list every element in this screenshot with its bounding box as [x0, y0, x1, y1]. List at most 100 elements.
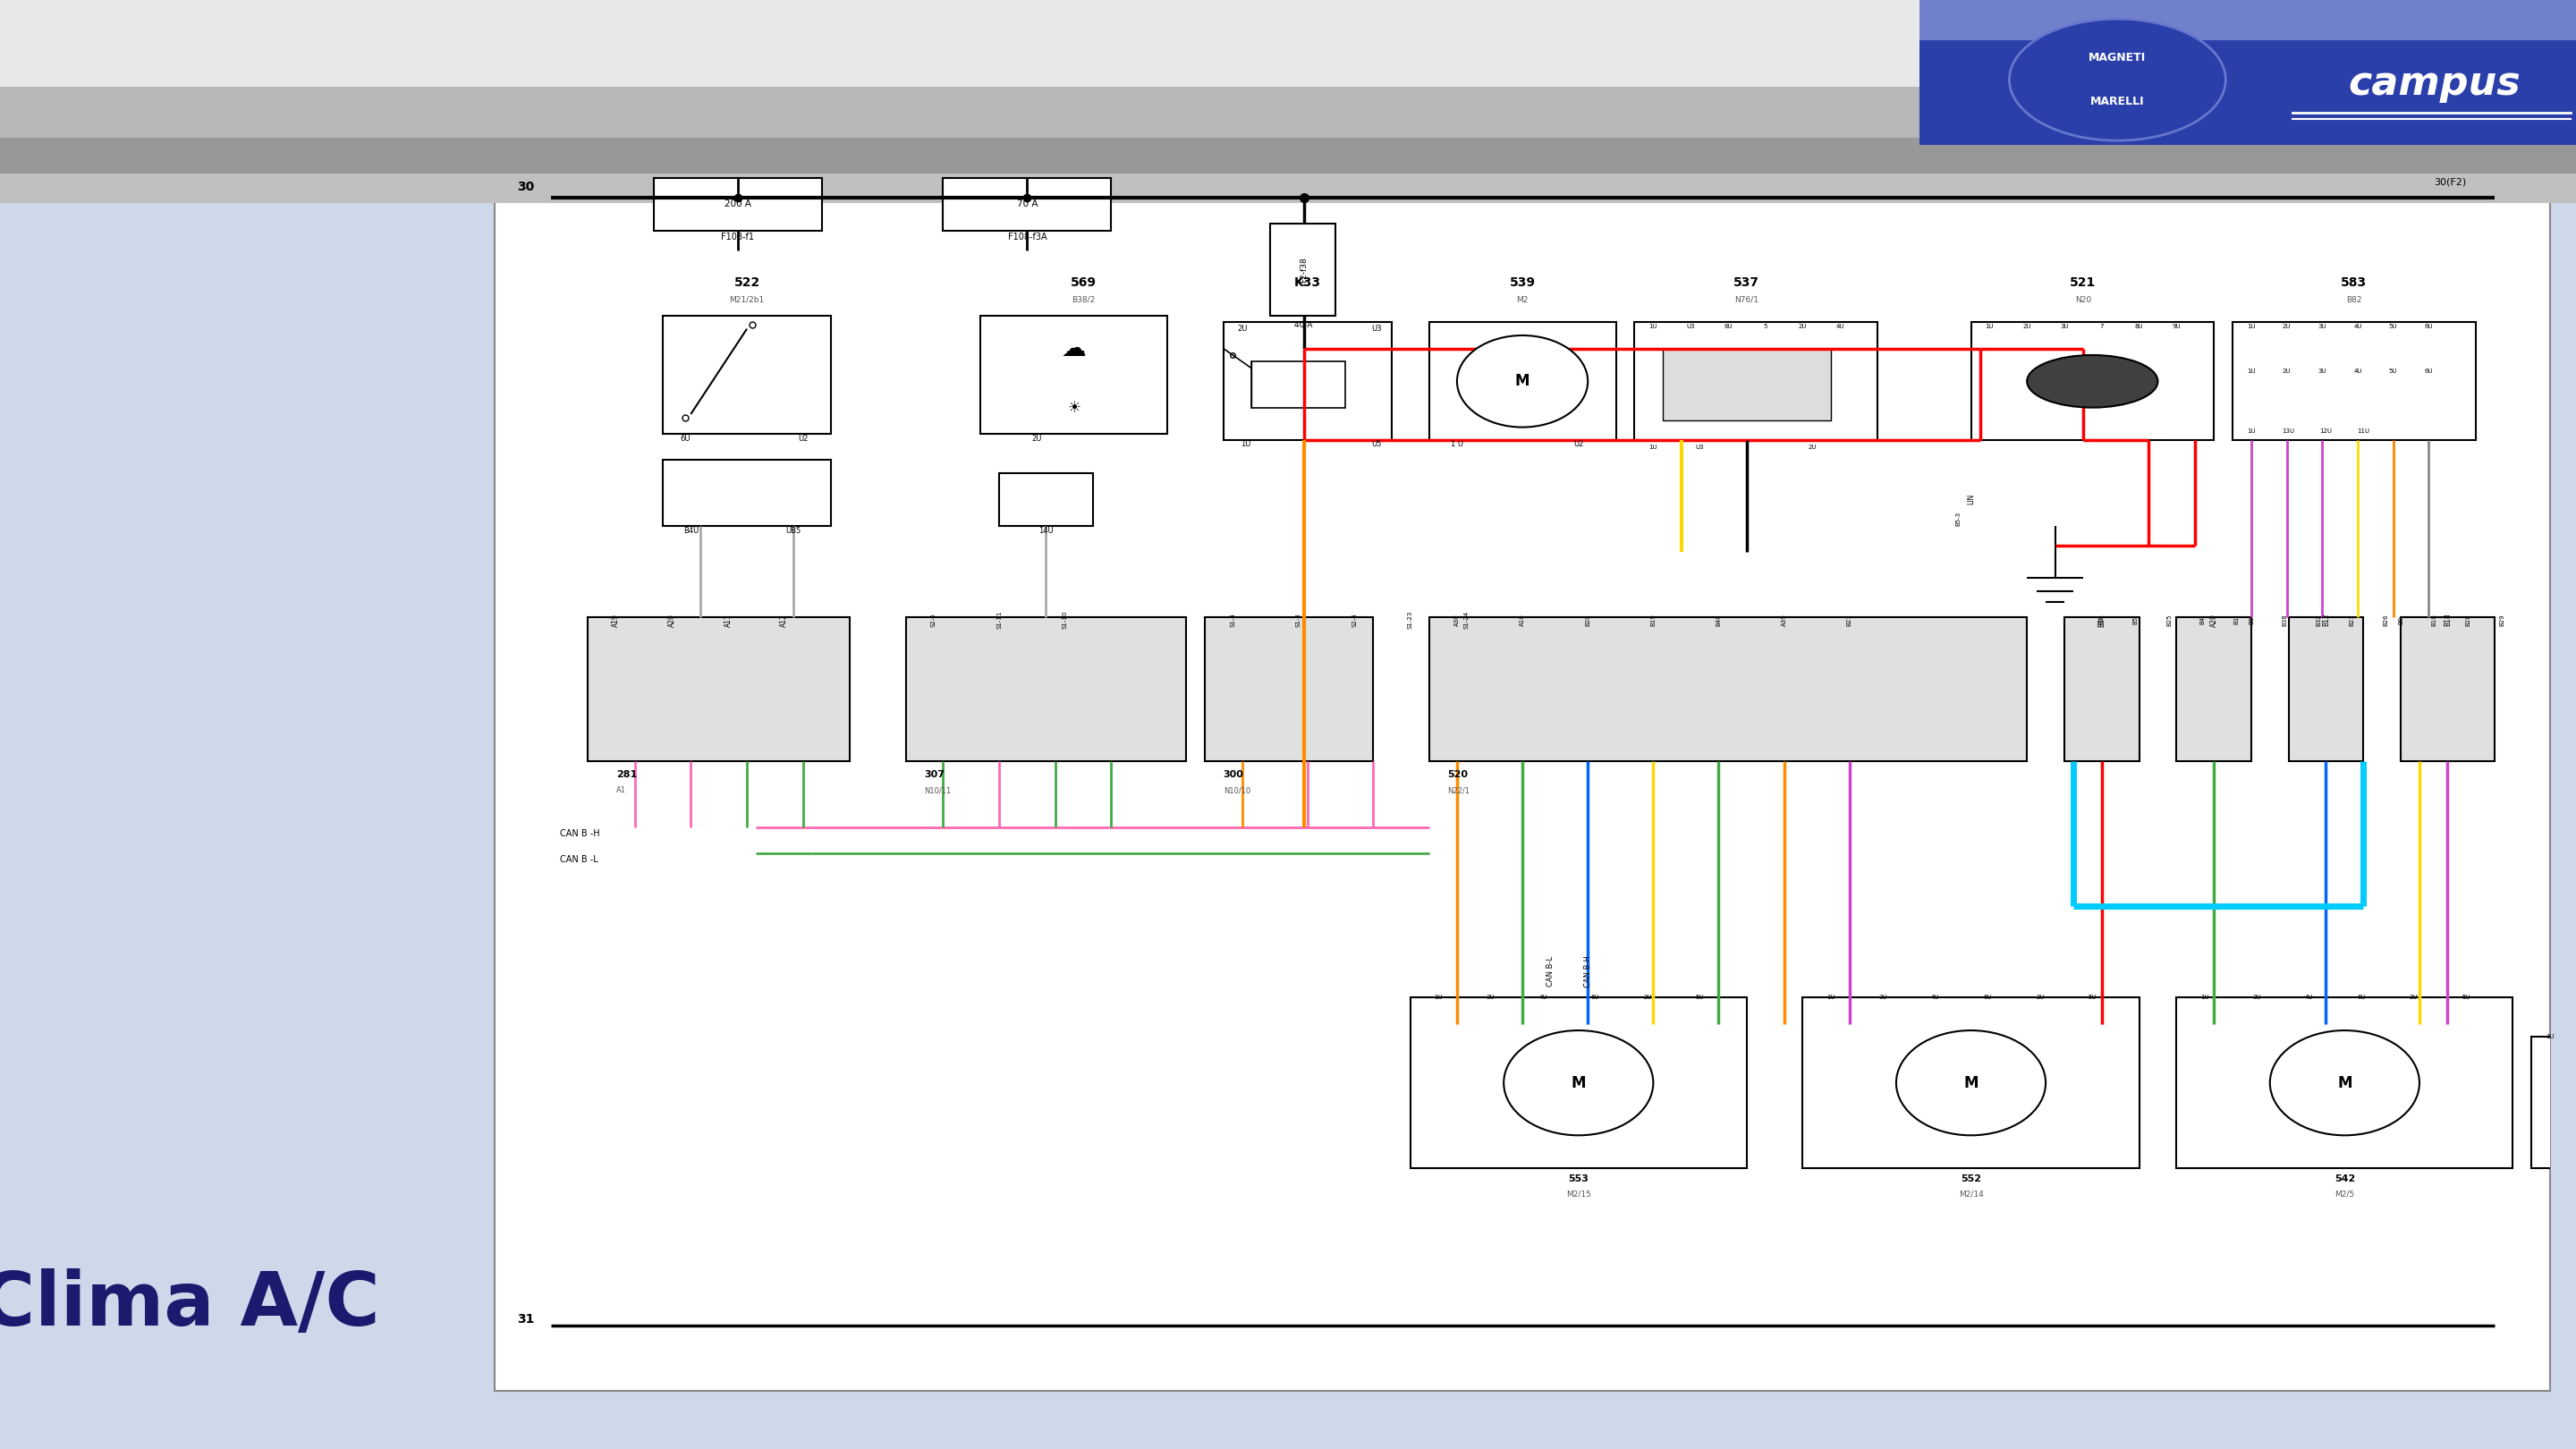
Text: 2U: 2U	[2282, 323, 2290, 329]
Text: 4U: 4U	[2354, 323, 2362, 329]
Bar	[1409, 997, 1747, 1168]
Text: M2/14: M2/14	[1958, 1190, 1984, 1198]
Text: campus: campus	[2349, 65, 2519, 103]
Text: 11U: 11U	[2357, 429, 2370, 433]
Text: 522: 522	[734, 277, 760, 290]
Text: 1U: 1U	[1649, 323, 1656, 329]
Text: 6U: 6U	[2424, 323, 2434, 329]
Text: N20: N20	[2074, 296, 2092, 304]
Text: B9: B9	[2398, 616, 2403, 625]
Text: 1U: 1U	[2246, 323, 2257, 329]
Text: B25: B25	[2166, 614, 2172, 626]
Text: B21: B21	[1847, 614, 1852, 626]
Text: 13U: 13U	[2282, 429, 2295, 433]
Bar	[981, 316, 1167, 433]
Text: 1U: 1U	[1649, 445, 1656, 449]
Text: 1U: 1U	[1242, 440, 1252, 448]
Text: B28: B28	[2465, 614, 2470, 626]
Text: A12: A12	[781, 613, 788, 626]
Bar	[999, 472, 1092, 526]
Bar	[943, 178, 1110, 230]
Bar	[1971, 322, 2213, 440]
Circle shape	[2009, 19, 2226, 141]
Text: F108-f1: F108-f1	[721, 233, 755, 242]
Circle shape	[1896, 1030, 2045, 1136]
Text: 6U: 6U	[2424, 368, 2434, 374]
Text: U3: U3	[1695, 445, 1705, 449]
Text: 553: 553	[1569, 1174, 1589, 1182]
Text: 30: 30	[518, 181, 533, 194]
Text: U5: U5	[1370, 440, 1381, 448]
Text: M2: M2	[1517, 296, 1528, 304]
Text: 5U: 5U	[2388, 323, 2398, 329]
Bar	[1430, 617, 2027, 762]
Text: 542: 542	[2334, 1174, 2354, 1182]
Text: 6U: 6U	[1723, 323, 1731, 329]
Text: N76/1: N76/1	[1734, 296, 1759, 304]
Bar	[1636, 322, 1878, 440]
Bar	[1919, 0, 2576, 145]
Text: M: M	[1571, 1075, 1587, 1091]
Bar	[587, 617, 850, 762]
Text: B5-3: B5-3	[1955, 511, 1960, 526]
Text: 5U: 5U	[2089, 995, 2097, 1000]
Text: S1-11: S1-11	[997, 611, 1002, 629]
Text: 5U: 5U	[2463, 995, 2470, 1000]
Text: 3U: 3U	[2251, 995, 2262, 1000]
Bar	[2287, 617, 2362, 762]
Bar	[2532, 1037, 2576, 1168]
Text: N10/10: N10/10	[1224, 787, 1249, 794]
Text: 2U: 2U	[1798, 323, 1806, 329]
Text: 6U: 6U	[1984, 995, 1991, 1000]
Text: N10/11: N10/11	[925, 787, 951, 794]
Bar	[0, 0, 2576, 87]
Text: B18: B18	[2445, 613, 2452, 626]
Text: 537: 537	[1734, 277, 1759, 290]
Text: 6U: 6U	[1592, 995, 1600, 1000]
Text: B12: B12	[2321, 613, 2331, 626]
Text: A20: A20	[2210, 613, 2218, 626]
Text: 5: 5	[1765, 323, 1767, 329]
Text: M: M	[2336, 1075, 2352, 1091]
Text: 4U: 4U	[2306, 995, 2313, 1000]
Text: M2/15: M2/15	[1566, 1190, 1592, 1198]
Text: 2U: 2U	[2035, 995, 2045, 1000]
Bar	[2177, 997, 2512, 1168]
Text: S2-4: S2-4	[1352, 613, 1358, 627]
Text: A39: A39	[1783, 614, 1788, 626]
Text: B4: B4	[2200, 616, 2205, 625]
Text: 2U: 2U	[1808, 445, 1816, 449]
Bar	[2401, 617, 2494, 762]
Text: B26: B26	[2383, 614, 2388, 626]
Text: 31: 31	[518, 1313, 533, 1326]
Text: 1U: 1U	[2246, 429, 2257, 433]
Bar	[495, 80, 2550, 1391]
Bar	[1803, 997, 2138, 1168]
Text: 12U: 12U	[2321, 429, 2331, 433]
Text: B29: B29	[2499, 614, 2504, 626]
Text: 4U: 4U	[2354, 368, 2362, 374]
Text: B32: B32	[2316, 614, 2321, 626]
Text: B19: B19	[1651, 614, 1656, 626]
Bar	[1430, 322, 1615, 440]
Text: Clima A/C: Clima A/C	[0, 1268, 381, 1340]
Text: 4U: 4U	[1932, 995, 1940, 1000]
Bar	[1919, 0, 2576, 41]
Text: 9U: 9U	[2172, 323, 2182, 329]
Text: B5: B5	[2133, 616, 2138, 625]
Text: 3U: 3U	[2318, 368, 2326, 374]
Text: 569: 569	[1069, 277, 1097, 290]
Text: LIN: LIN	[1968, 494, 1976, 504]
Text: 2U: 2U	[1236, 325, 1247, 333]
Text: M: M	[1963, 1075, 1978, 1091]
Bar	[1662, 349, 1832, 420]
Text: MARELLI: MARELLI	[2089, 96, 2146, 107]
Text: B20: B20	[1584, 614, 1589, 626]
Circle shape	[1458, 335, 1587, 427]
Text: B34: B34	[2097, 613, 2105, 626]
Text: 40 A: 40 A	[1296, 320, 1314, 329]
Text: 2U: 2U	[2282, 368, 2290, 374]
Bar	[907, 617, 1185, 762]
Bar	[0, 87, 2576, 138]
Text: 520: 520	[1448, 771, 1468, 780]
